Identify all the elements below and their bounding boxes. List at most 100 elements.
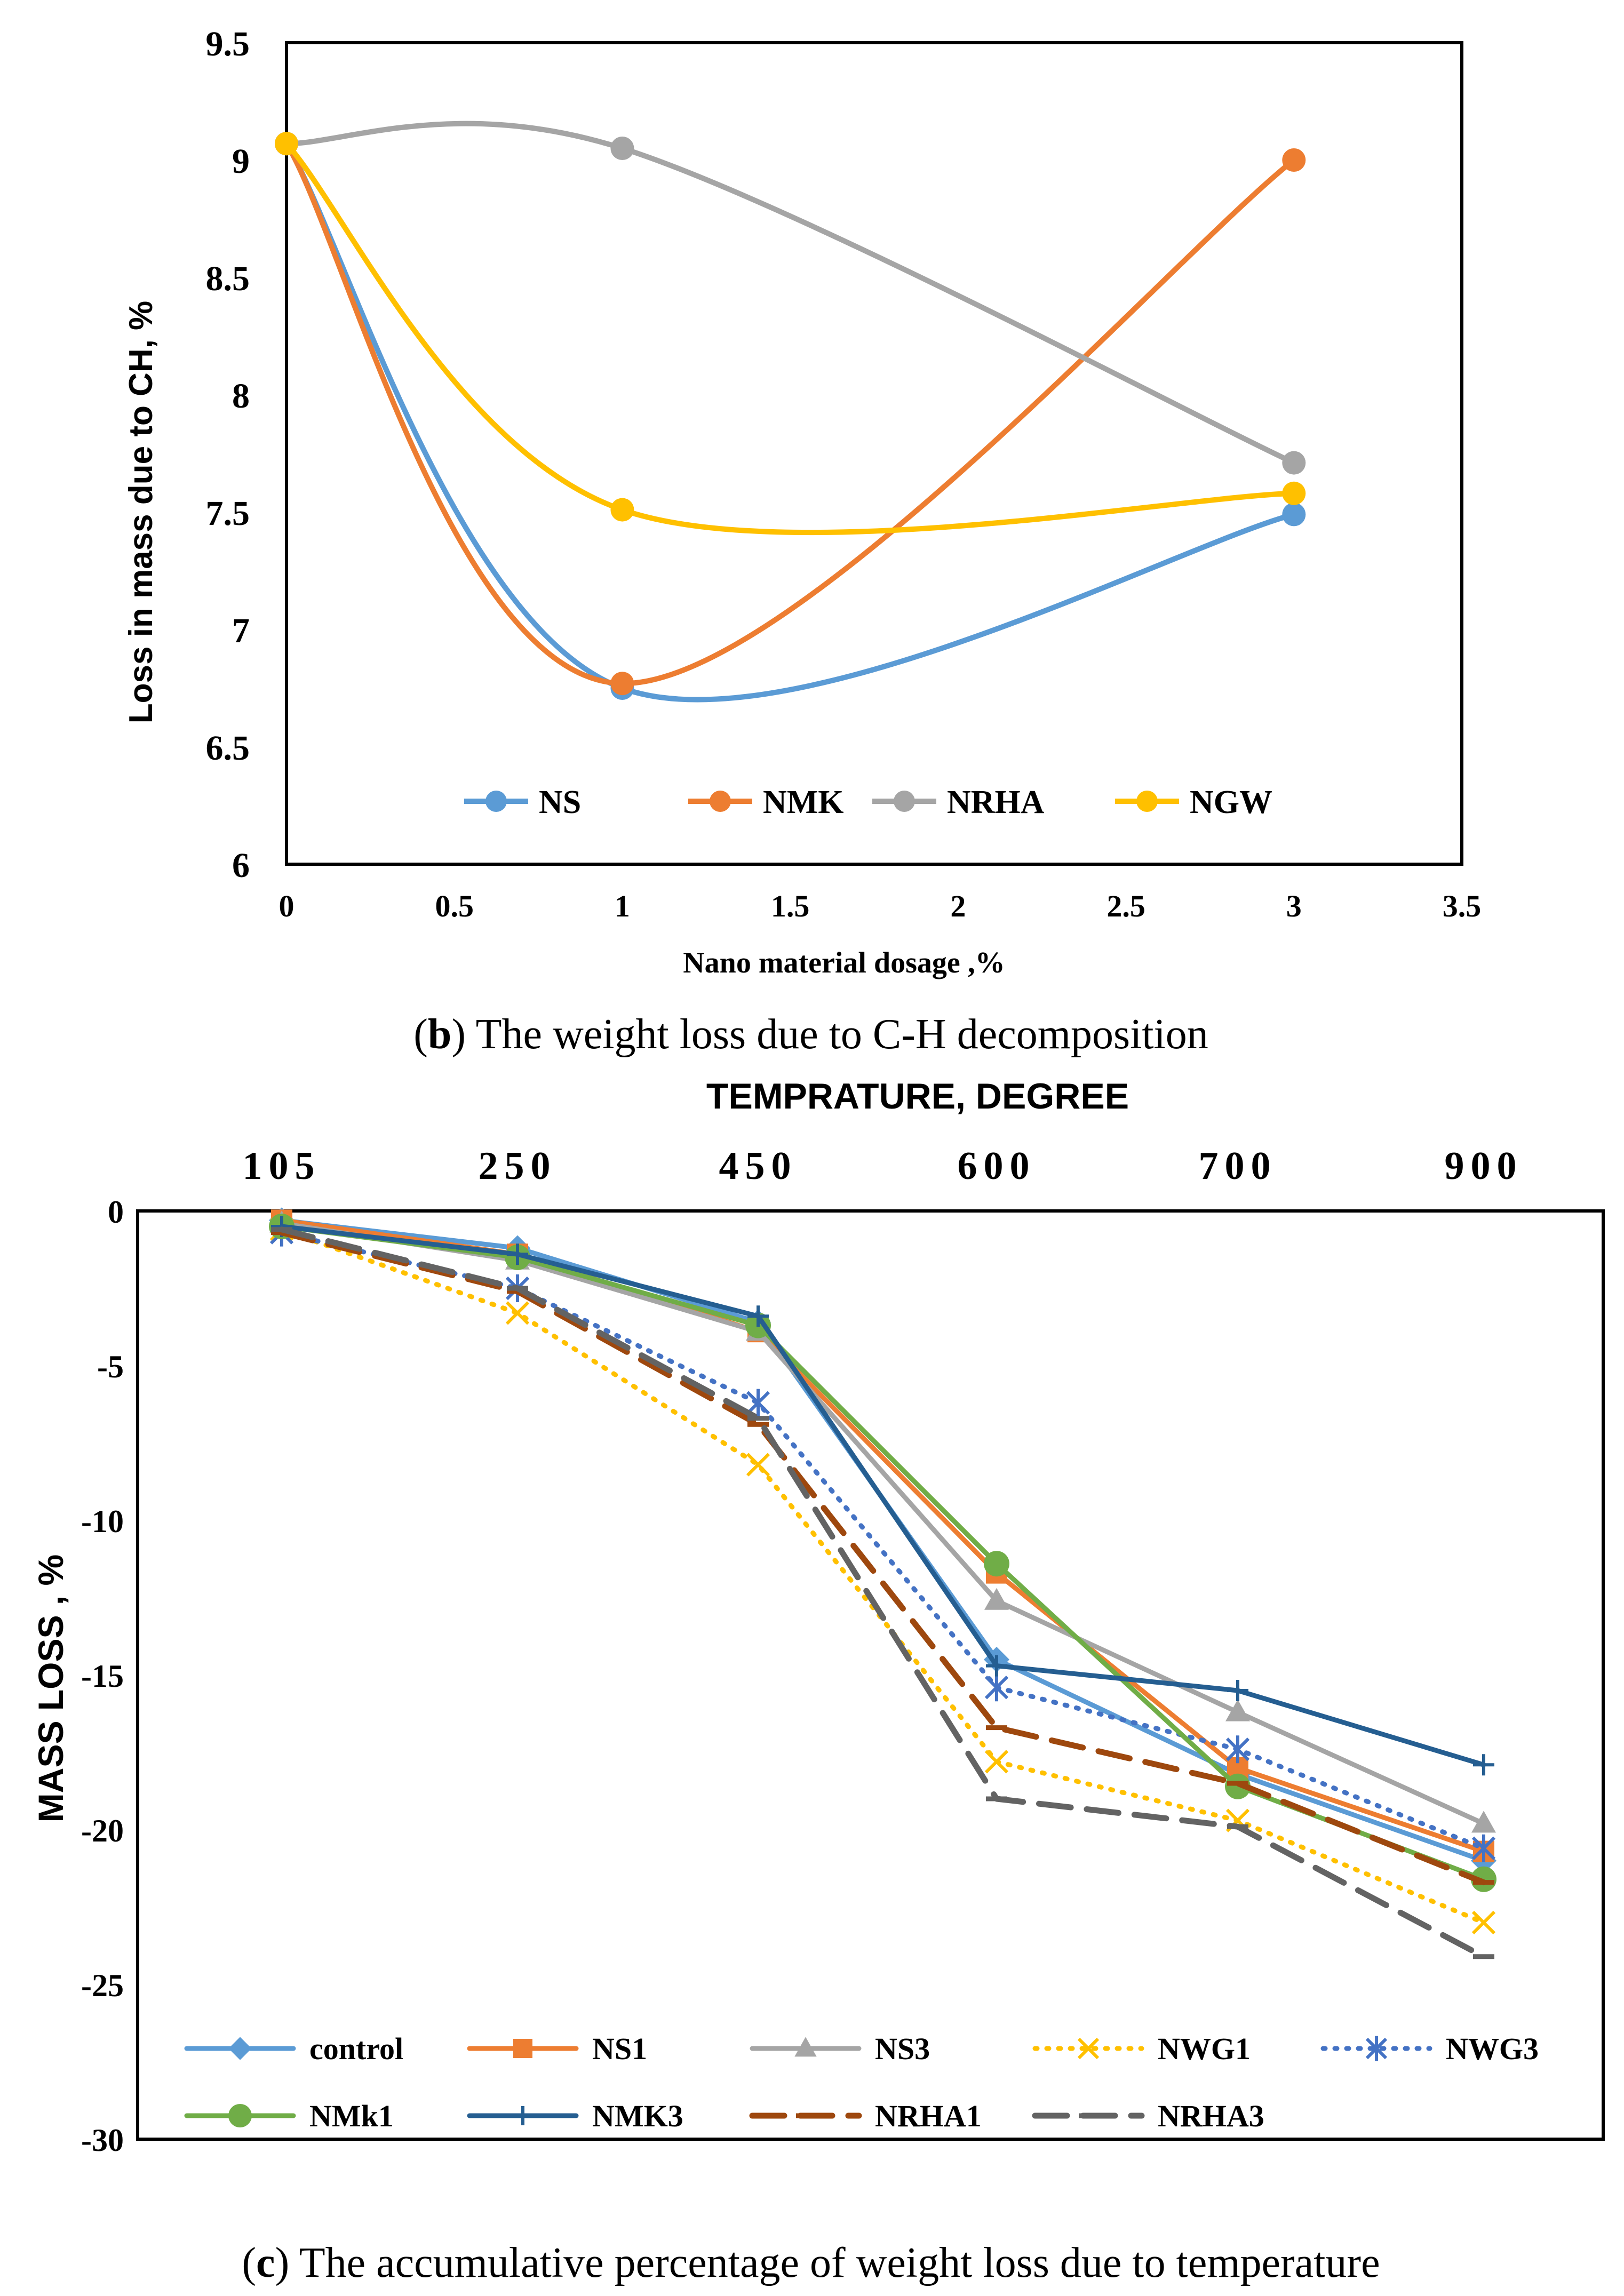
chart-c-point-nmk3-3 <box>986 1655 1007 1677</box>
chart-c-legend-label-control: control <box>309 2031 403 2066</box>
chart-b-x-tick-3-5: 3.5 <box>1443 889 1482 923</box>
chart-c-point-nwg1-2 <box>746 1453 770 1477</box>
chart-c-line-ns3 <box>279 1221 1486 1826</box>
chart-c-plot-frame <box>136 1209 1605 2141</box>
chart-b-x-tick-3: 3 <box>1286 889 1302 923</box>
chart-c-line-nwg1 <box>279 1227 1486 1925</box>
chart-b-x-tick-2-5: 2.5 <box>1106 889 1145 923</box>
chart-c-point-nwg3-5 <box>1471 1834 1496 1862</box>
chart-b-point-ngw-1 <box>610 498 634 522</box>
chart-b-caption-prefix: ( <box>413 1011 428 1058</box>
chart-b-caption-letter: b <box>428 1011 452 1058</box>
chart-b-x-tick-0: 0 <box>279 889 294 923</box>
chart-c-point-nwg1-3 <box>984 1750 1009 1774</box>
chart-b-legend-label-ns: NS <box>539 784 581 820</box>
chart-b-y-tick-9-5: 9.5 <box>206 25 250 63</box>
chart-c-y-tick--15: -15 <box>81 1659 124 1694</box>
chart-c-legend-marker-nmk3 <box>513 2106 532 2125</box>
chart-c-point-nmk3-4 <box>1227 1680 1248 1701</box>
chart-b-legend: NS NMK NRHA NGW <box>464 784 1272 820</box>
chart-c-y-tick-0: 0 <box>108 1194 124 1230</box>
chart-b-y-tick-6: 6 <box>232 846 250 885</box>
chart-b-x-tick-1: 1 <box>615 889 630 923</box>
chart-b-point-nrha-1 <box>610 137 634 160</box>
chart-b: 66.577.588.599.5 0 0.5 1 1.5 2 2.5 3 3.5 NS NMK N… <box>123 25 1481 1058</box>
chart-c-title: TEMPRATURE, DEGREE <box>706 1076 1129 1117</box>
chart-b-point-ngw-2 <box>1282 481 1306 505</box>
chart-c-legend-label-ns3: NS3 <box>875 2031 930 2066</box>
chart-b-point-ngw-0 <box>275 132 298 156</box>
chart-c: TEMPRATURE, DEGREE 105 250 450 600 700 900 0 -… <box>31 1076 1605 2286</box>
chart-c-x-tick-450: 450 <box>719 1144 798 1188</box>
chart-c-legend-marker-nmk1 <box>228 2104 252 2127</box>
chart-b-legend-marker-ns <box>485 791 507 812</box>
chart-b-series <box>275 121 1306 703</box>
chart-c-legend-label-nwg3: NWG3 <box>1446 2031 1539 2066</box>
chart-c-line-nmk3 <box>279 1224 1486 1767</box>
chart-b-y-tick-8: 8 <box>232 377 250 416</box>
chart-b-point-ns-2 <box>1282 503 1306 527</box>
chart-c-caption-prefix: ( <box>242 2239 256 2286</box>
chart-c-caption-letter: c <box>256 2239 275 2286</box>
chart-b-legend-label-nrha: NRHA <box>947 784 1045 820</box>
chart-c-x-tick-900: 900 <box>1445 1144 1523 1188</box>
chart-c-y-tick--5: -5 <box>97 1349 124 1384</box>
chart-c-x-tick-105: 105 <box>243 1144 321 1188</box>
chart-b-line-nmk <box>284 141 1297 687</box>
chart-c-point-nmk3-5 <box>1473 1754 1494 1776</box>
chart-b-caption-text: ) The weight loss due to C-H decompositi… <box>451 1011 1208 1058</box>
chart-b-y-axis-label: Loss in mass due to CH, % <box>123 301 160 723</box>
chart-b-y-tick-7: 7 <box>232 611 250 650</box>
chart-b-x-tick-2: 2 <box>950 889 966 923</box>
chart-c-legend-label-nmk1: NMk1 <box>309 2099 394 2133</box>
chart-c-series <box>269 1207 1496 1960</box>
chart-b-legend-label-ngw: NGW <box>1190 784 1272 820</box>
chart-b-line-ns <box>284 141 1297 703</box>
chart-c-point-nwg1-5 <box>1471 1910 1496 1935</box>
chart-c-legend-marker-nwg3 <box>1365 2036 1388 2061</box>
chart-b-y-tick-7-5: 7.5 <box>206 494 250 533</box>
chart-c-x-ticks: 105 250 450 600 700 900 <box>243 1144 1523 1188</box>
chart-b-y-tick-9: 9 <box>232 142 250 181</box>
chart-c-legend-marker-ns3 <box>794 2037 817 2057</box>
chart-c-legend-label-nmk3: NMK3 <box>592 2099 683 2133</box>
chart-c-point-nwg3-3 <box>984 1673 1009 1702</box>
chart-c-line-nrha3 <box>278 1226 1487 1960</box>
chart-b-point-nmk-2 <box>1282 148 1306 172</box>
chart-c-point-nwg3-4 <box>1225 1735 1250 1764</box>
chart-c-point-nmk3-2 <box>747 1305 769 1327</box>
chart-b-legend-label-nmk: NMK <box>763 784 844 820</box>
chart-b-caption: (b) The weight loss due to C-H decomposi… <box>413 1011 1208 1058</box>
chart-b-y-tick-8-5: 8.5 <box>206 259 250 298</box>
chart-c-legend-label-ns1: NS1 <box>592 2031 647 2066</box>
chart-b-point-nrha-2 <box>1282 451 1306 475</box>
chart-b-legend-marker-nmk <box>710 791 731 812</box>
chart-c-line-nwg3 <box>279 1230 1486 1851</box>
chart-c-y-tick--10: -10 <box>81 1504 124 1539</box>
chart-b-x-tick-1-5: 1.5 <box>771 889 810 923</box>
chart-c-legend-marker-ns1 <box>513 2039 532 2058</box>
chart-b-x-axis-label: Nano material dosage ,% <box>683 946 1005 979</box>
chart-c-point-ns3-3 <box>984 1588 1009 1610</box>
chart-b-y-tick-6-5: 6.5 <box>206 729 250 768</box>
chart-c-line-ns1 <box>279 1217 1486 1854</box>
chart-c-point-nwg1-1 <box>505 1301 530 1325</box>
chart-c-caption-text: ) The accumulative percentage of weight … <box>275 2239 1380 2286</box>
chart-c-point-nmk1-3 <box>984 1551 1009 1577</box>
chart-b-point-nmk-1 <box>610 672 634 696</box>
chart-c-x-tick-250: 250 <box>479 1144 557 1188</box>
chart-c-line-nrha1 <box>278 1230 1487 1886</box>
chart-c-legend-label-nrha1: NRHA1 <box>875 2099 982 2133</box>
chart-c-point-ns3-5 <box>1471 1811 1496 1833</box>
chart-c-x-tick-700: 700 <box>1199 1144 1277 1188</box>
chart-c-y-axis-label: MASS LOSS , % <box>31 1554 70 1822</box>
chart-b-y-ticks: 6 6.5 7 7.5 8 8.5 9 9.5 <box>206 25 250 885</box>
chart-c-y-tick--20: -20 <box>81 1813 124 1848</box>
chart-b-line-nrha <box>284 121 1297 466</box>
chart-c-legend-marker-control <box>228 2037 252 2060</box>
chart-c-x-tick-600: 600 <box>958 1144 1036 1188</box>
chart-b-x-ticks: 0 0.5 1 1.5 2 2.5 3 3.5 <box>279 889 1482 923</box>
chart-c-point-ns3-4 <box>1225 1699 1250 1721</box>
chart-c-y-tick--25: -25 <box>81 1968 124 2003</box>
